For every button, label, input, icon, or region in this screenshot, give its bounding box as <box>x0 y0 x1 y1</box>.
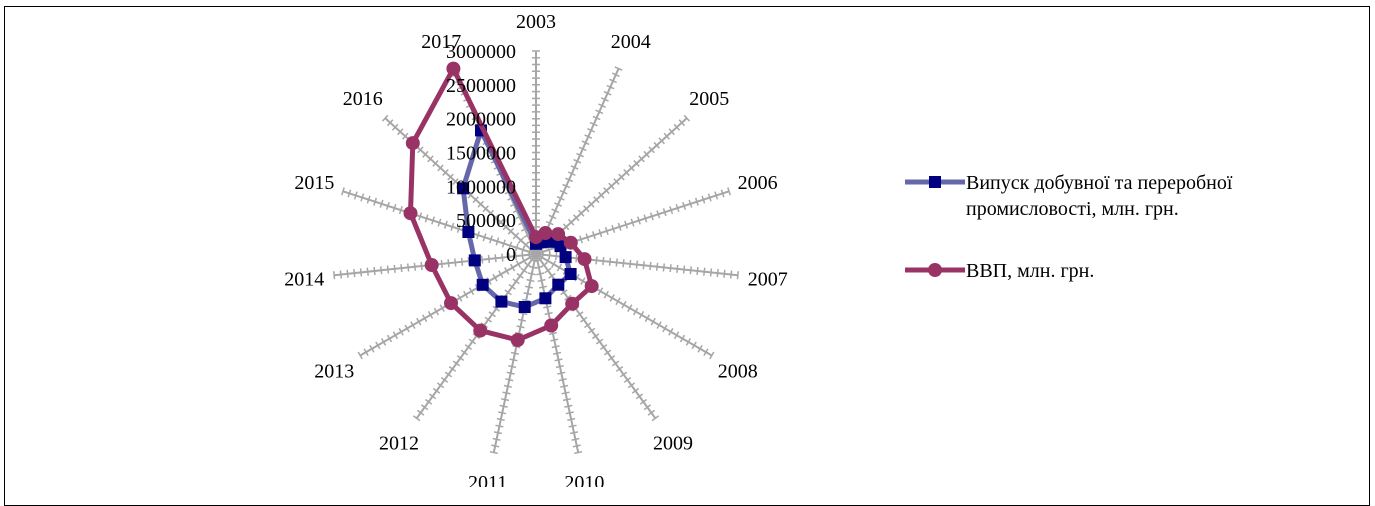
legend-label-series-1: Випуск добувної та переробної промислово… <box>966 172 1233 220</box>
radial-tick-label: 3000000 <box>446 41 516 63</box>
legend-swatch-series-2 <box>905 263 965 277</box>
legend-item-series-2: ВВП, млн. грн. <box>905 258 1345 318</box>
legend-swatch-series-1 <box>905 176 965 188</box>
radar-chart: 0 500000 1000000 1500000 2000000 2500000 30000… <box>284 11 787 487</box>
category-label: 2013 <box>314 361 354 383</box>
data-point <box>405 136 420 151</box>
data-point <box>473 323 488 338</box>
data-point <box>457 182 470 195</box>
category-label: 2008 <box>718 361 758 383</box>
category-label: 2012 <box>379 433 419 455</box>
data-point <box>510 333 525 347</box>
category-label: 2010 <box>564 472 604 487</box>
data-point <box>559 251 572 264</box>
legend-label-series-2: ВВП, млн. грн. <box>966 260 1095 282</box>
data-point <box>551 227 566 242</box>
chart-frame <box>4 6 1370 506</box>
data-point <box>444 296 458 311</box>
data-point <box>563 235 578 250</box>
data-point <box>476 278 489 291</box>
data-point <box>468 254 481 267</box>
radial-tick-label: 2500000 <box>446 75 516 97</box>
category-label: 2005 <box>689 88 729 110</box>
data-point <box>495 295 508 308</box>
data-point <box>403 206 418 221</box>
data-point <box>565 296 580 311</box>
radial-tick-label: 500000 <box>456 210 516 232</box>
category-label: 2017 <box>421 31 461 53</box>
data-point <box>544 318 559 333</box>
radar-labels: 0 500000 1000000 1500000 2000000 2500000 30000… <box>284 11 787 487</box>
radar-series <box>403 61 599 347</box>
data-point <box>552 278 565 291</box>
radar-axes <box>332 50 740 455</box>
category-label: 2009 <box>653 433 693 455</box>
category-label: 2007 <box>748 268 788 290</box>
category-label: 2014 <box>284 268 324 290</box>
data-point <box>424 258 439 272</box>
data-point <box>538 226 553 240</box>
category-label: 2003 <box>516 11 556 33</box>
data-point <box>518 301 531 313</box>
radial-tick-label: 1500000 <box>446 143 516 165</box>
data-point <box>539 292 552 305</box>
data-point <box>577 252 592 267</box>
data-point <box>584 279 599 294</box>
category-label: 2006 <box>738 172 778 194</box>
series-line <box>408 66 595 343</box>
radial-tick-label: 1000000 <box>446 176 516 198</box>
category-label: 2011 <box>468 472 507 487</box>
data-point <box>554 240 567 253</box>
radial-tick-label: 2000000 <box>446 109 516 131</box>
category-label: 2004 <box>611 31 651 53</box>
data-point <box>446 61 461 76</box>
data-point <box>564 268 577 280</box>
data-point <box>462 226 475 238</box>
legend: Випуск добувної та переробної промислово… <box>905 170 1345 346</box>
category-label: 2015 <box>294 172 334 194</box>
legend-item-series-1: Випуск добувної та переробної промислово… <box>905 170 1345 230</box>
category-label: 2016 <box>343 88 383 110</box>
series-2 <box>403 61 599 347</box>
radial-tick-label: 0 <box>506 244 516 266</box>
